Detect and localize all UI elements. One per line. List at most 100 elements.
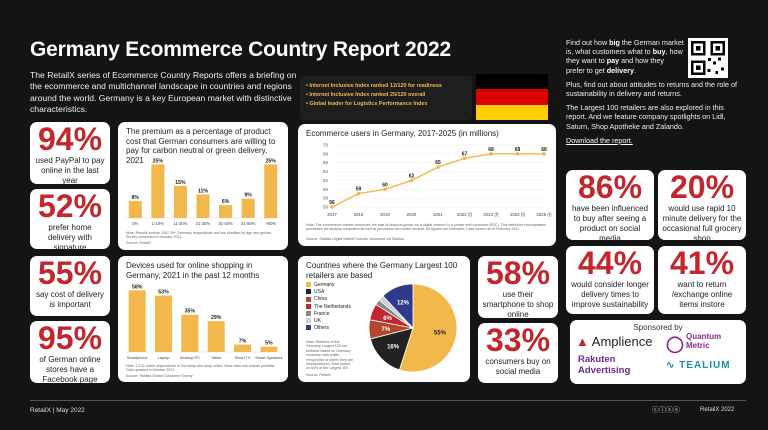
stat-value: 20% [669,170,735,205]
legend-label: France [314,310,330,317]
tealium-logo[interactable]: ∿ TEALIUM [666,360,731,371]
data-point [356,191,361,196]
bar [151,164,165,218]
bar [196,194,210,218]
data-point [330,205,334,209]
stat-label: use their smartphone to shop online [482,290,554,318]
data-point [489,152,493,156]
slice-value-label: 12% [397,301,410,307]
stat-card-rapid-delivery: 20% would use rapid 10 minute delivery f… [658,170,746,240]
x-tick-label: 2019 [380,212,390,217]
y-tick-label: 62 [323,178,329,183]
facts-box [300,76,472,120]
legend-swatch [306,325,311,331]
y-tick-label: 66 [323,160,329,165]
legend-item: UK [306,318,351,325]
stat-label: prefer home delivery with signature [47,223,92,249]
category-label: 0% [132,221,138,226]
bar [219,205,233,218]
legend-item: Others [306,325,351,332]
x-tick-label: 2025 (f) [536,212,552,217]
x-tick-label: 2022 (f) [457,212,473,217]
chart-note: Note: Results include 1087 16+ Germany r… [126,231,273,240]
chart-note: Note: 2,132 online respondents in German… [126,364,276,373]
stat-label: say cost of delivery is important [35,290,105,309]
category-label: Desktop PC [180,356,201,360]
category-label: Smart Speakers [255,356,282,360]
bar-value-label: 6% [222,199,230,205]
legend-swatch [306,282,311,288]
quantum-metric-text: Quantum Metric [686,332,722,350]
bar-value-label: 5% [265,341,273,347]
chart-note: Note: The ecommerce market comprises the… [306,223,546,232]
fact-item: • Internet Inclusive Index ranked 12/120… [306,83,442,89]
fact-item: • Internet Inclusive Index ranked 25/120… [306,92,426,98]
intro-text: The RetailX series of Ecommerce Country … [30,70,297,115]
stat-card-sustainability: 44% would consider longer delivery times… [566,246,654,314]
chart-green-delivery-premium: The premium as a percentage of product c… [118,122,288,250]
legend-item: USA [306,289,351,296]
category-label: Laptop [158,356,170,360]
y-tick-label: 68 [323,151,329,156]
data-point [542,152,546,156]
point-value-label: 60 [382,182,388,188]
slice-value-label: 55% [434,330,447,336]
rakuten-advertising-logo[interactable]: Rakuten Advertising [578,354,631,376]
x-tick-label: 2023 (f) [483,212,499,217]
bar-value-label: 11% [198,188,208,194]
download-link[interactable]: Download the report. [566,135,633,145]
bar-value-label: 29% [211,315,222,321]
data-point [436,165,440,169]
category-label: 11-20% [173,221,187,226]
legend-swatch [306,303,311,309]
qr-code[interactable] [688,38,728,78]
legend-item: France [306,311,351,318]
legend-label: China [314,296,328,303]
quantum-mark-icon: ◯ [666,336,684,353]
page-title: Germany Ecommerce Country Report 2022 [30,38,451,61]
chart-ecommerce-users: Ecommerce users in Germany, 2017-2025 (i… [298,124,556,246]
sidebar-text: Find out how big the German market is, w… [566,38,744,150]
germany-flag [476,74,548,120]
point-value-label: 62 [409,173,415,179]
legend-swatch [306,289,311,295]
legend-label: Germany [314,282,335,288]
bar [128,290,146,352]
chart-title: The premium as a percentage of product c… [126,127,276,165]
y-tick-label: 58 [323,196,329,201]
stat-card-social-buy: 33% consumers buy on social media [478,323,558,383]
bar-value-label: 7% [239,339,247,345]
chart-source: Source: Statista Digital Market Outlook.… [306,237,404,241]
footer-left: RetailX | May 2022 [30,407,85,414]
category-label: Smart TV [235,356,251,360]
bar-value-label: 58% [132,284,143,290]
pie-legend: Germany USA China The Netherlands France UK Ot… [306,282,351,332]
stat-label: of German online stores have a Facebook … [39,355,101,383]
legend-item: China [306,296,351,303]
data-point [515,152,520,156]
legend-label: Others [314,325,330,332]
amplience-logo[interactable]: ▲ Amplience [576,334,653,349]
stat-value: 41% [669,246,735,281]
bar-value-label: 9% [244,193,252,199]
stat-card-social-influence: 86% have been influenced to buy after se… [566,170,654,240]
bar-value-label: 25% [266,158,277,164]
stat-card-facebook: 95% of German online stores have a Faceb… [30,321,110,383]
quantum-metric-logo[interactable]: ◯ [666,334,684,354]
point-value-label: 67 [462,151,468,157]
x-tick-label: 2021 [433,212,443,217]
pie-slice [398,283,458,373]
legend-swatch [306,296,311,302]
stat-value: 44% [577,246,643,281]
category-label: Tablet [211,356,222,360]
stat-label: want to return /exchange online items in… [671,280,733,309]
category-label: 41-50% [241,221,256,226]
stat-label: would use rapid 10 minute delivery for t… [662,204,742,240]
chart-source: Source: Statista Global Consumer Survey [126,374,193,378]
point-value-label: 68 [515,147,521,153]
y-tick-label: 70 [323,143,329,148]
slice-value-label: 7% [381,327,390,333]
category-label: 21-30% [196,221,211,226]
data-point [462,156,467,161]
sponsors-heading: Sponsored by [633,323,683,332]
